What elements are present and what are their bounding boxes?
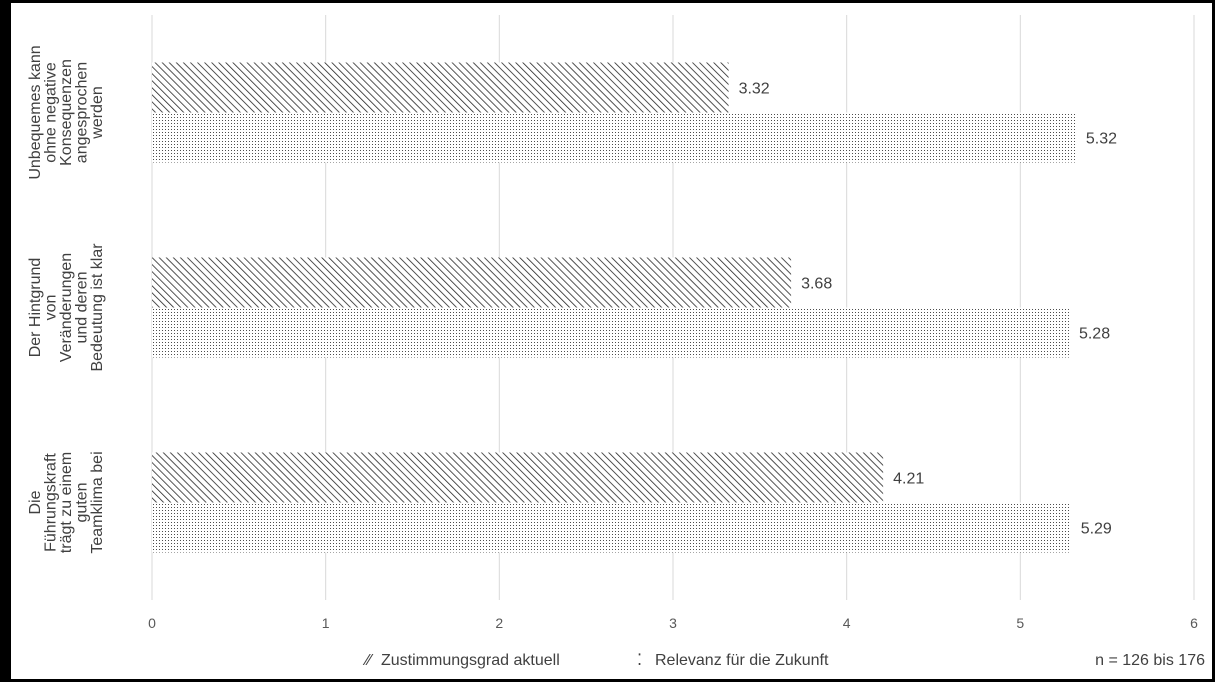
category-label-line: Führungskraft xyxy=(43,453,60,552)
bar-series-2-cat-2 xyxy=(152,307,1069,358)
legend-swatch-dots: ⁚ xyxy=(637,652,642,669)
category-label-line: von xyxy=(43,295,60,321)
category-label-line: werden xyxy=(89,86,106,139)
data-label: 5.28 xyxy=(1079,326,1110,343)
data-label: 3.68 xyxy=(801,276,832,293)
legend-label-series-1: Zustimmungsgrad aktuell xyxy=(381,652,560,669)
category-label-line: Veränderungen xyxy=(58,253,75,362)
bars: 3.32 5.32 3.68 5.28 4.21 5.29 xyxy=(152,62,1117,553)
x-tick-label: 1 xyxy=(322,615,330,631)
category-label-line: Unbequemes kann xyxy=(27,45,44,179)
category-label-line: angesprochen xyxy=(74,62,91,163)
bar-series-1-cat-3 xyxy=(152,452,884,503)
legend-item-series-1: ⁄⁄ Zustimmungsgrad aktuell xyxy=(362,652,560,669)
category-label-line: Die xyxy=(27,490,44,514)
sample-size-note: n = 126 bis 176 xyxy=(1095,652,1205,669)
category-label-line: Konsequenzen xyxy=(58,59,75,166)
data-label: 4.21 xyxy=(893,471,924,488)
category-label-line: und deren xyxy=(74,271,91,343)
category-label-line: Bedeutung ist klar xyxy=(89,243,106,372)
data-label: 5.32 xyxy=(1086,131,1117,148)
bar-series-1-cat-2 xyxy=(152,257,792,308)
bar-series-1-cat-1 xyxy=(152,62,729,113)
bar-series-2-cat-1 xyxy=(152,112,1076,163)
x-tick-label: 6 xyxy=(1190,615,1198,631)
bar-series-2-cat-3 xyxy=(152,502,1071,553)
category-label-line: trägt zu einem xyxy=(58,452,75,553)
x-tick-label: 0 xyxy=(148,615,156,631)
legend-label-series-2: Relevanz für die Zukunft xyxy=(655,652,829,669)
category-label-line: ohne negative xyxy=(43,62,60,163)
category-label-line: guten xyxy=(74,482,91,522)
data-label: 5.29 xyxy=(1081,521,1112,538)
category-label-line: Teamklima bei xyxy=(89,451,106,553)
x-tick-label: 2 xyxy=(495,615,503,631)
x-tick-label: 5 xyxy=(1016,615,1024,631)
legend-item-series-2: ⁚ Relevanz für die Zukunft xyxy=(637,652,829,669)
category-label-line: Der Hintgrund xyxy=(27,258,44,358)
x-tick-label: 3 xyxy=(669,615,677,631)
legend: ⁄⁄ Zustimmungsgrad aktuell ⁚ Relevanz fü… xyxy=(362,652,829,669)
data-label: 3.32 xyxy=(739,81,770,98)
legend-swatch-hatch: ⁄⁄ xyxy=(362,652,374,669)
x-tick-label: 4 xyxy=(843,615,851,631)
x-axis-ticks: 0 1 2 3 4 5 6 xyxy=(148,615,1198,631)
